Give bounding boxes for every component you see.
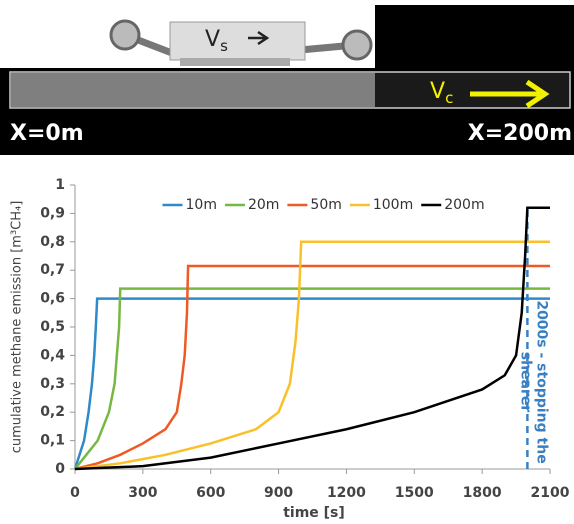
body bbox=[169, 21, 306, 61]
drum bbox=[109, 19, 141, 51]
subscript: c bbox=[445, 89, 453, 107]
shearer-velocity: Vs bbox=[205, 27, 228, 55]
conveyor-arrow bbox=[470, 79, 550, 109]
legend-label: 200m bbox=[444, 197, 484, 213]
symbol: V bbox=[430, 79, 445, 104]
coal-face bbox=[375, 5, 574, 75]
x-tick-label: 0 bbox=[70, 485, 80, 501]
start-label: X=0m bbox=[10, 121, 84, 146]
y-axis-title: cumulative methane emission [m³CH₄] bbox=[10, 201, 25, 454]
x-axis-title: time [s] bbox=[283, 505, 345, 521]
x-tick-label: 1800 bbox=[463, 485, 502, 501]
symbol: V bbox=[205, 27, 220, 52]
annotation-line-text: shearer bbox=[517, 352, 533, 413]
legend-label: 50m bbox=[310, 197, 341, 213]
y-tick-label: 1 bbox=[55, 177, 65, 193]
end-label: X=200m bbox=[468, 121, 572, 146]
legend-label: 100m bbox=[373, 197, 413, 213]
y-tick-label: 0,8 bbox=[40, 234, 65, 250]
annotation-line-text: 2000s - stopping the bbox=[533, 300, 549, 463]
legend-label: 10m bbox=[186, 197, 217, 213]
conveyor-loaded bbox=[11, 73, 375, 107]
y-tick-label: 0 bbox=[55, 461, 65, 477]
x-tick-label: 1200 bbox=[327, 485, 366, 501]
x-tick-label: 600 bbox=[196, 485, 225, 501]
series-line bbox=[74, 287, 550, 470]
shearer-arrow bbox=[248, 30, 270, 46]
y-tick-label: 0,1 bbox=[40, 433, 65, 449]
y-tick-label: 0,2 bbox=[40, 404, 65, 420]
legend-box bbox=[157, 194, 458, 216]
y-tick-label: 0,5 bbox=[40, 319, 65, 335]
y-tick-label: 0,4 bbox=[40, 347, 65, 363]
subscript: s bbox=[220, 37, 228, 55]
conveyor-velocity: Vc bbox=[430, 79, 453, 107]
y-tick-label: 0,3 bbox=[40, 376, 65, 392]
base bbox=[180, 58, 290, 66]
y-tick-label: 0,6 bbox=[40, 291, 65, 307]
series-line bbox=[74, 206, 550, 471]
annotation: 2000s - stopping theshearer bbox=[517, 300, 549, 463]
drum bbox=[341, 29, 373, 61]
x-tick-label: 300 bbox=[128, 485, 157, 501]
series-line bbox=[74, 240, 550, 471]
x-tick-label: 900 bbox=[264, 485, 293, 501]
x-tick-label: 1500 bbox=[395, 485, 434, 501]
shearer bbox=[109, 19, 373, 66]
legend-label: 20m bbox=[248, 197, 279, 213]
x-tick-label: 2100 bbox=[531, 485, 570, 501]
series-line bbox=[73, 297, 550, 470]
y-tick-label: 0,9 bbox=[40, 205, 65, 221]
series-line bbox=[74, 264, 550, 471]
y-tick-label: 0,7 bbox=[40, 262, 65, 278]
